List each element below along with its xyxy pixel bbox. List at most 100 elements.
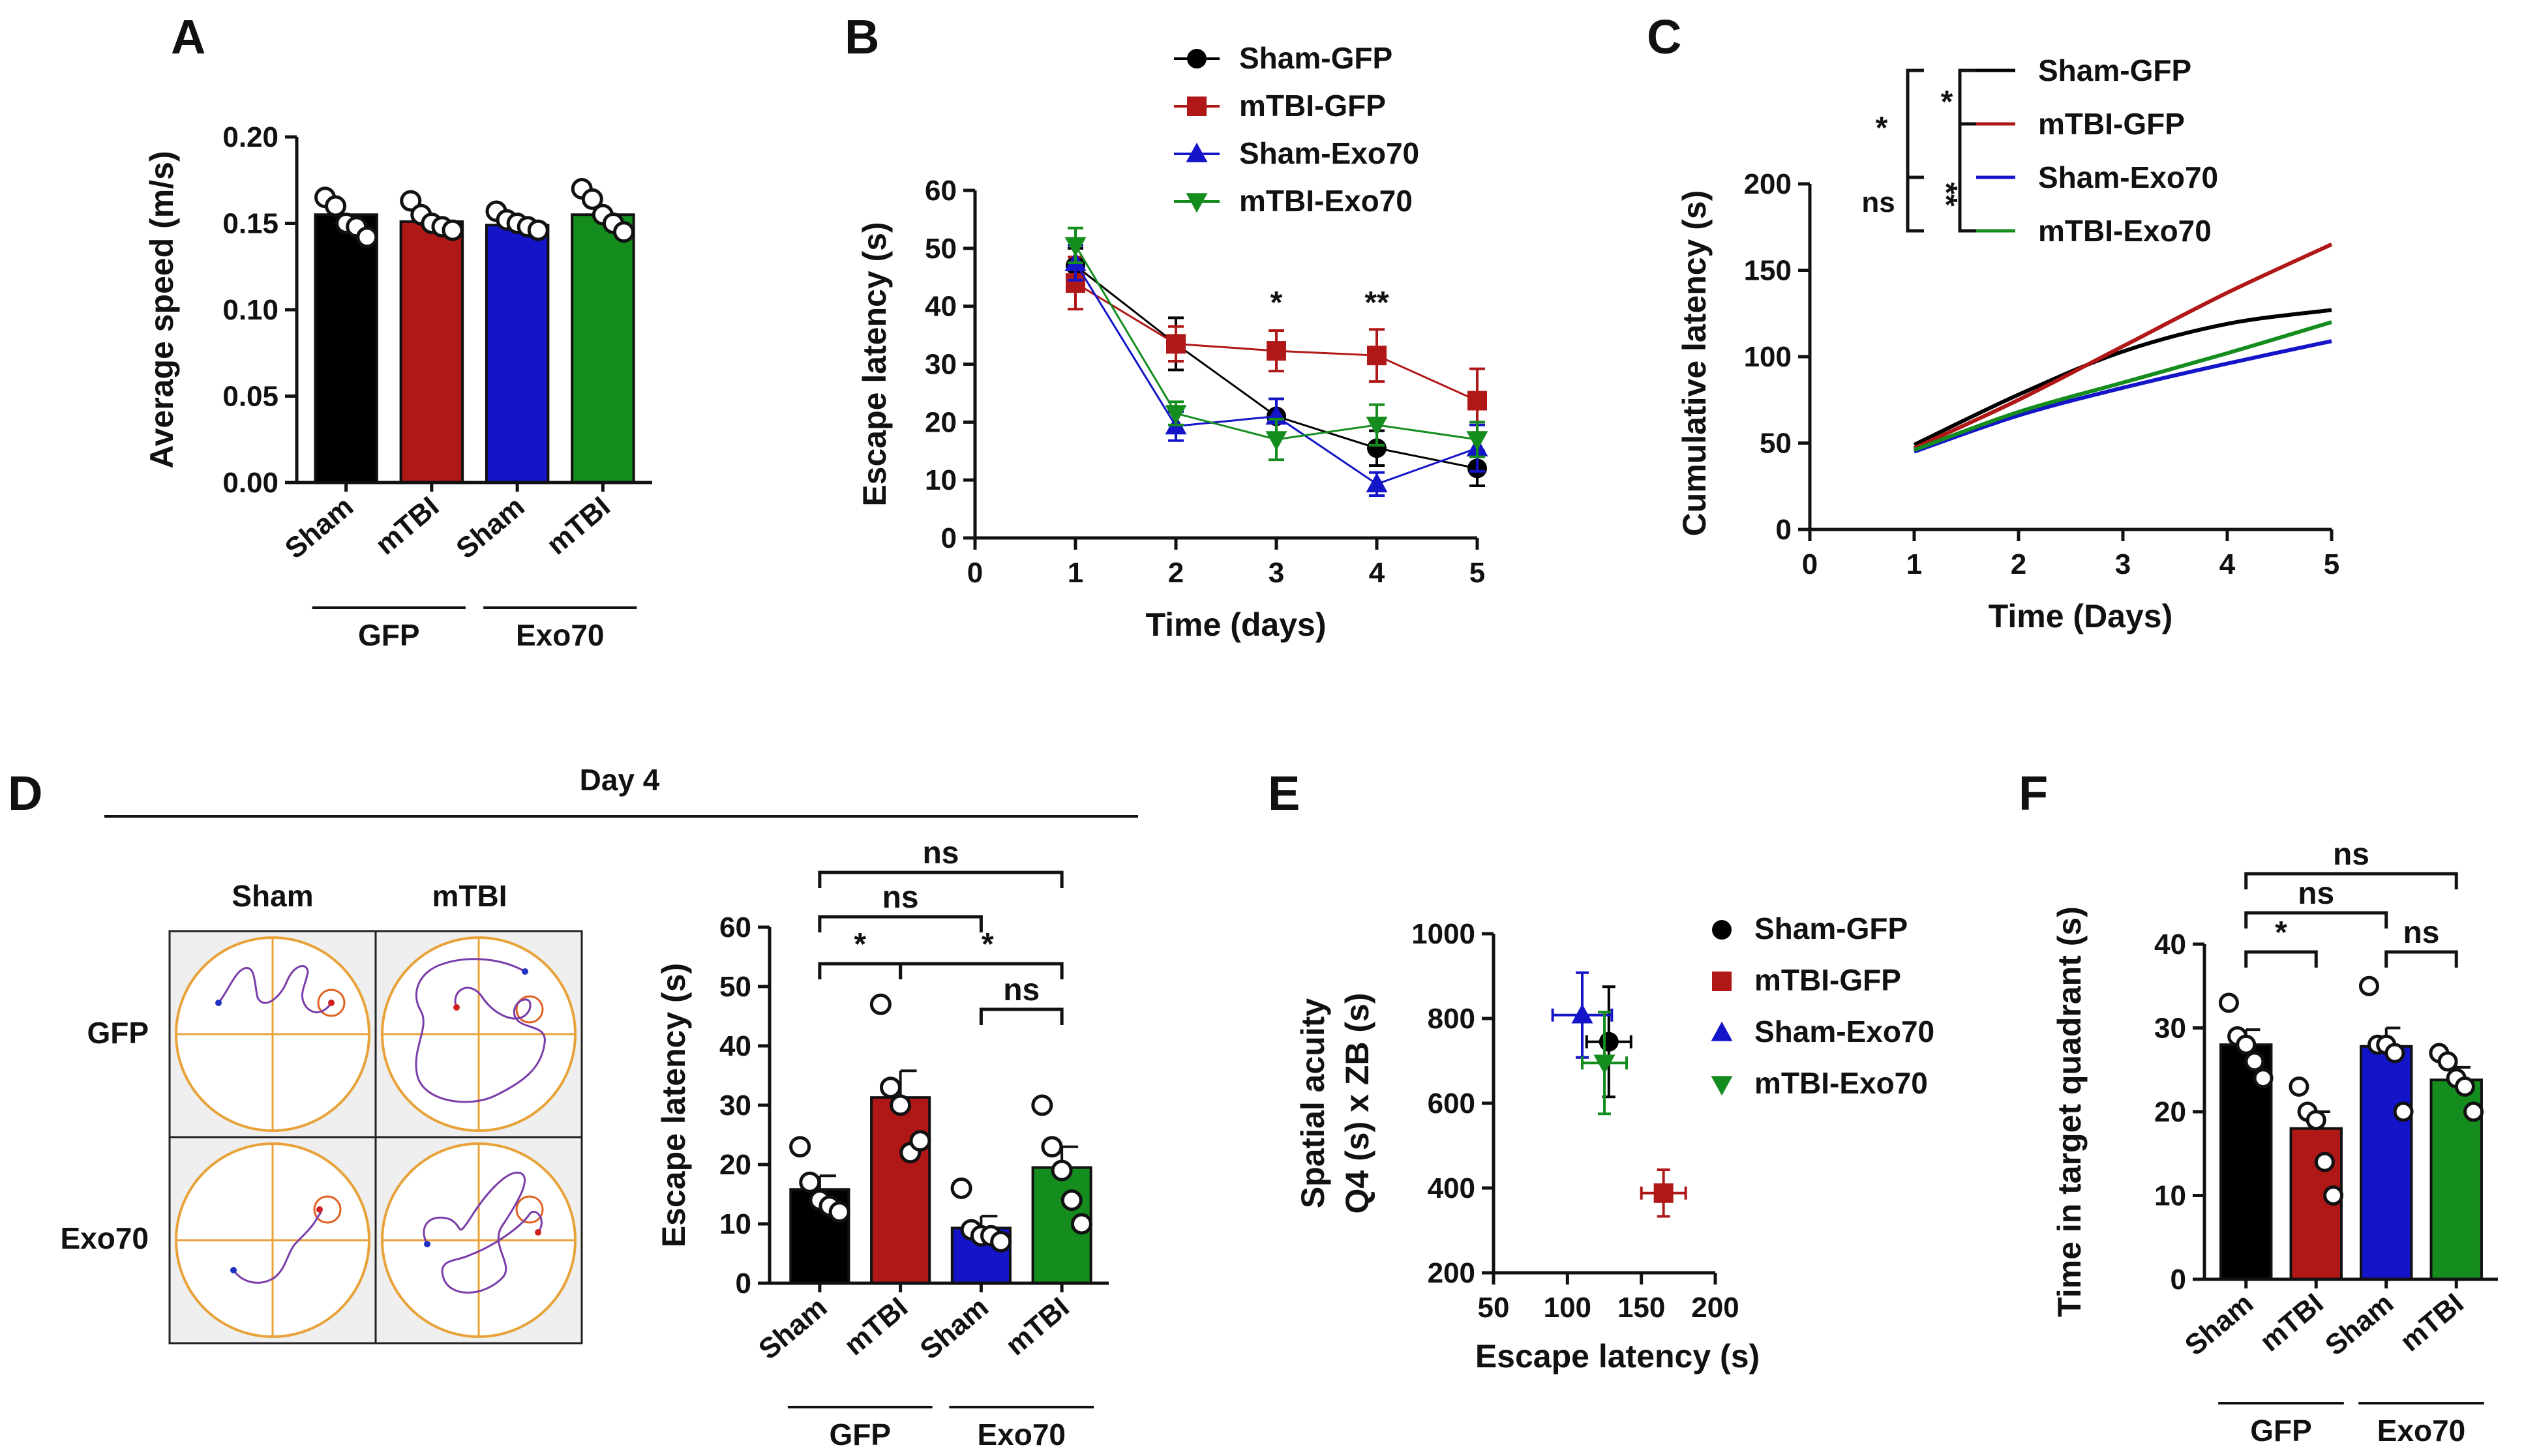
F-data-point — [2323, 1185, 2344, 1206]
C-x-tick-label: 3 — [2115, 548, 2131, 580]
C-x-tick-label: 4 — [2219, 548, 2236, 580]
F-sig-bracket — [2244, 911, 2388, 929]
panel-c-cumulative-chart: Cumulative latency (s) 0 50 100 150 200 0 1 2 3 4 5… — [1676, 53, 2339, 634]
D-sig-label: * — [982, 927, 994, 962]
panel-a-bar-chart: Average speed (m/s) 0.00 0.05 0.10 0.15 0.20 S… — [143, 121, 652, 652]
D-group-label-gfp: GFP — [829, 1418, 891, 1451]
F-category-label: Sham — [2179, 1287, 2259, 1362]
A-data-point — [356, 226, 378, 248]
E-legend-marker — [1712, 972, 1732, 991]
C-legend-label: mTBI-GFP — [2038, 107, 2185, 141]
F-data-point — [2454, 1076, 2475, 1097]
E-legend-marker — [1712, 920, 1732, 940]
panel-label-c: C — [1647, 10, 1681, 64]
B-y-tick-label: 10 — [925, 464, 957, 496]
D-data-point — [1031, 1094, 1053, 1116]
E-legend-label: mTBI-GFP — [1754, 963, 1901, 997]
D-data-point — [950, 1177, 972, 1199]
B-x-tick-label: 2 — [1168, 557, 1184, 589]
E-legend-marker — [1711, 1021, 1733, 1041]
C-sig-label: * — [1941, 85, 1953, 119]
D-sig-label: * — [854, 927, 866, 962]
D-sig-bracket — [818, 962, 903, 979]
E-y-axis-title-line2: Q4 (s) x ZB (s) — [1339, 993, 1375, 1214]
F-group-label-exo70: Exo70 — [2377, 1414, 2466, 1448]
C-legend-label: mTBI-Exo70 — [2038, 214, 2212, 248]
F-data-point — [2218, 992, 2239, 1013]
B-marker — [1265, 431, 1287, 451]
B-y-tick-label: 50 — [925, 233, 957, 265]
B-x-tick-label: 4 — [1369, 557, 1385, 589]
panel-e-scatter-chart: Spatial acuity Q4 (s) x ZB (s) 200 400 600 80… — [1295, 912, 1934, 1374]
F-sig-label: ns — [2403, 915, 2439, 950]
swim-path-sham-gfp — [168, 930, 377, 1138]
E-y-tick-label: 400 — [1428, 1172, 1475, 1204]
F-data-point — [2437, 1051, 2458, 1072]
B-annotation: ** — [1364, 286, 1389, 320]
D-data-point — [1051, 1159, 1073, 1181]
panel-b-line-chart: Escape latency (s) 0 10 20 30 40 50 60 0 1 2 3 4 5 Tim… — [856, 41, 1488, 643]
A-bar — [314, 213, 378, 484]
B-marker — [1367, 346, 1387, 366]
E-y-tick-label: 200 — [1428, 1257, 1475, 1289]
D-data-point — [909, 1130, 931, 1152]
panel-label-d: D — [8, 766, 42, 820]
A-data-point — [527, 219, 549, 241]
A-category-label: mTBI — [541, 490, 616, 561]
C-x-tick-label: 2 — [2011, 548, 2026, 580]
E-x-tick-label: 200 — [1691, 1292, 1739, 1324]
A-bar — [399, 220, 464, 484]
D-data-point — [869, 993, 892, 1015]
F-category-label: mTBI — [2394, 1287, 2470, 1358]
F-data-point — [2306, 1110, 2326, 1131]
D-sig-bracket — [979, 1007, 1064, 1025]
C-sig-label: * — [1876, 111, 1888, 145]
swim-row-gfp: GFP — [87, 1016, 149, 1050]
D-category-label: Sham — [753, 1291, 833, 1366]
F-sig-label: ns — [2333, 837, 2369, 872]
panel-d-swim-paths: Day 4 Sham mTBI GFP Exo70 — [60, 763, 1138, 1345]
A-y-tick-label: 0.10 — [222, 294, 278, 326]
F-category-label: mTBI — [2254, 1287, 2330, 1358]
A-group-label-gfp: GFP — [358, 618, 420, 652]
C-sig-label: ** — [1929, 182, 1963, 207]
swim-row-exo70: Exo70 — [60, 1221, 149, 1255]
C-y-tick-label: 200 — [1744, 168, 1792, 200]
A-y-tick-label: 0.15 — [222, 208, 278, 240]
D-data-point — [990, 1230, 1012, 1253]
F-group-label-gfp: GFP — [2250, 1414, 2312, 1448]
D-category-label: Sham — [914, 1291, 995, 1366]
C-x-axis-title: Time (Days) — [1989, 598, 2173, 634]
day4-label: Day 4 — [580, 763, 660, 797]
B-legend-label: mTBI-Exo70 — [1239, 184, 1413, 218]
C-series-curve — [1913, 308, 2332, 447]
E-x-axis-title: Escape latency (s) — [1475, 1338, 1760, 1374]
D-y-tick-label: 0 — [736, 1268, 751, 1300]
C-y-tick-label: 0 — [1776, 514, 1792, 546]
C-x-tick-label: 0 — [1802, 548, 1818, 580]
E-legend-marker — [1711, 1076, 1733, 1096]
D-y-tick-label: 60 — [719, 912, 751, 943]
A-category-label: Sham — [279, 490, 359, 565]
B-y-tick-label: 20 — [925, 406, 957, 438]
D-category-label: mTBI — [838, 1291, 914, 1361]
panel-label-f: F — [2019, 766, 2048, 820]
D-data-point — [1060, 1189, 1083, 1211]
E-x-tick-label: 100 — [1544, 1292, 1591, 1324]
D-y-tick-label: 10 — [719, 1208, 751, 1240]
E-legend-label: Sham-GFP — [1754, 912, 1908, 945]
E-x-tick-label: 150 — [1617, 1292, 1665, 1324]
B-x-tick-label: 0 — [967, 557, 983, 589]
F-sig-bracket — [2244, 950, 2318, 968]
F-y-axis-title: Time in target quadrant (s) — [2051, 906, 2088, 1317]
B-marker — [1166, 334, 1186, 354]
panel-label-b: B — [845, 10, 879, 64]
F-data-point — [2358, 975, 2379, 996]
C-legend-label: Sham-Exo70 — [2038, 160, 2218, 194]
F-bar — [2360, 1045, 2413, 1281]
B-y-tick-label: 30 — [925, 349, 957, 381]
F-data-point — [2314, 1151, 2335, 1172]
D-sig-bracket — [818, 915, 983, 932]
D-group-label-exo70: Exo70 — [977, 1418, 1066, 1451]
